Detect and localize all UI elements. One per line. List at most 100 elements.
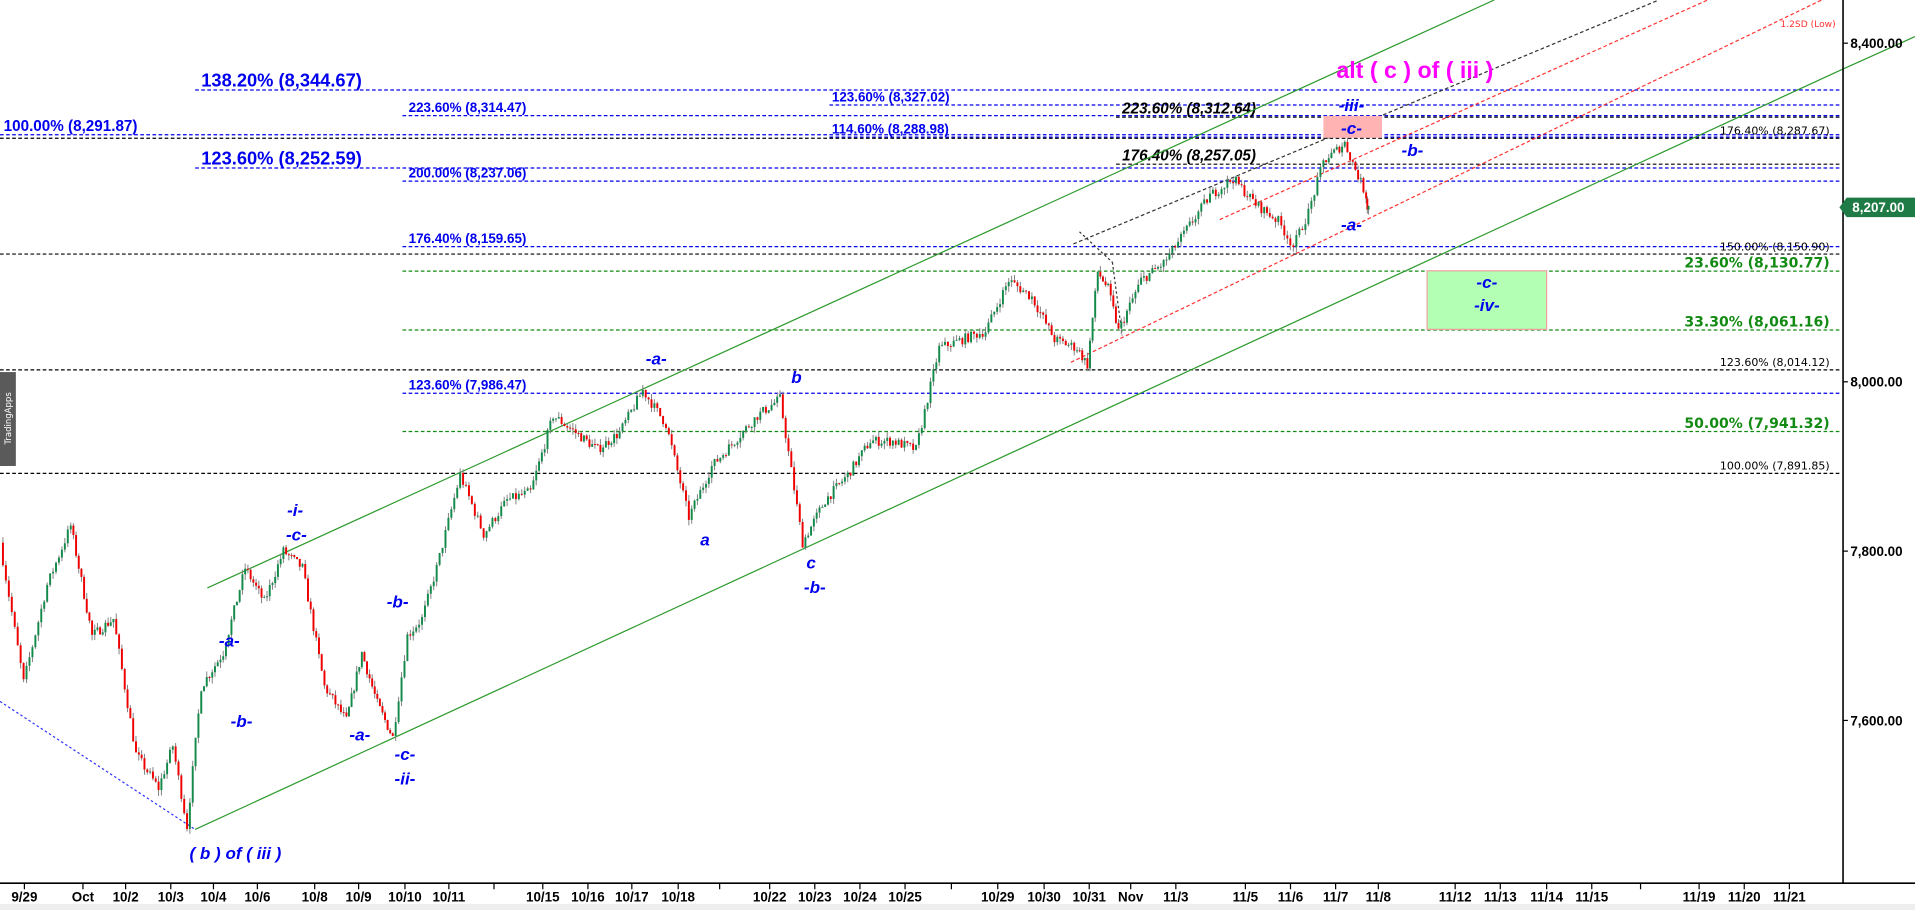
candle (1220, 189, 1223, 195)
candle (915, 444, 918, 450)
time-tick-label: 10/15 (526, 889, 560, 904)
candle (891, 440, 894, 446)
time-tick-label: 10/2 (113, 889, 139, 904)
candle (435, 564, 438, 582)
candle (1226, 179, 1229, 188)
candle (304, 564, 307, 579)
candle (889, 437, 892, 446)
sd-label: 1.2SD (Low) (1780, 20, 1835, 30)
candle (719, 457, 722, 462)
candle (877, 436, 880, 446)
candle (866, 445, 869, 449)
time-tick-label: 11/6 (1278, 889, 1303, 904)
candle (1064, 340, 1067, 346)
candle (906, 441, 909, 443)
candle (476, 515, 479, 517)
candle (60, 549, 63, 558)
candle (19, 645, 22, 664)
tradingapps-side-tab[interactable]: TradingApps (0, 372, 16, 466)
candle (317, 637, 320, 655)
candle (151, 771, 154, 779)
trendline (1219, 0, 1708, 221)
time-tick-label: 10/31 (1072, 889, 1106, 904)
candle (1325, 160, 1328, 163)
candle (621, 423, 624, 432)
candle (1223, 187, 1226, 190)
time-tick-label: 10/30 (1027, 889, 1061, 904)
candle (205, 677, 208, 687)
candle (418, 624, 421, 628)
candle (1200, 203, 1203, 212)
candle (993, 311, 996, 315)
candle (1101, 276, 1104, 282)
candle (1319, 167, 1322, 178)
candle (88, 612, 91, 621)
candle (101, 632, 104, 635)
candle (641, 389, 644, 396)
candle (563, 423, 566, 426)
candle (659, 407, 662, 417)
candle (869, 443, 872, 449)
candle (31, 647, 34, 658)
candle (894, 440, 897, 445)
candle (1214, 189, 1217, 197)
time-axis[interactable]: 9/29 Oct 10/2 10/3 10/4 10/6 10/8 10/9 10/10 10/1… (11, 883, 1806, 904)
candle (1209, 193, 1211, 203)
candle (115, 618, 118, 635)
candle (13, 612, 16, 627)
candle (432, 581, 435, 587)
time-tick-label: 11/3 (1163, 889, 1188, 904)
price-axis[interactable]: 8,400.00 8,000.00 7,800.00 7,600.00 (1843, 36, 1903, 728)
time-tick-label: 10/25 (888, 889, 922, 904)
candle (260, 588, 263, 598)
candle (1081, 350, 1084, 361)
candle (512, 493, 514, 499)
candle (682, 483, 685, 491)
candle (149, 771, 152, 773)
candle (624, 420, 627, 424)
candle (1050, 325, 1053, 336)
wave-c-target-box (1323, 115, 1382, 138)
candle (793, 467, 796, 491)
candle (421, 617, 424, 625)
time-tick-label: 11/5 (1233, 889, 1259, 904)
candle (1177, 241, 1180, 248)
candle (880, 443, 883, 446)
candle (591, 444, 594, 447)
candle (1194, 219, 1197, 223)
candle (323, 670, 326, 686)
candle (1277, 216, 1280, 222)
candle (331, 693, 334, 696)
candle (1061, 338, 1064, 341)
candle (497, 516, 500, 522)
candle (307, 578, 309, 602)
wave-label: a (700, 530, 709, 549)
candle (770, 404, 773, 411)
candle (733, 444, 736, 446)
candle (1292, 245, 1295, 248)
candle (222, 656, 225, 660)
time-tick-label: 10/16 (571, 889, 605, 904)
candle (1313, 195, 1316, 201)
candle (753, 417, 756, 428)
candle (109, 622, 112, 626)
candle (397, 701, 400, 723)
candle (1304, 224, 1307, 230)
candle (1263, 207, 1266, 214)
candle (970, 331, 973, 343)
candle (473, 503, 476, 516)
candle (282, 547, 285, 559)
candle (376, 693, 379, 699)
candle (1007, 282, 1010, 287)
candle (514, 493, 517, 500)
candle (538, 461, 541, 471)
candle (168, 749, 171, 763)
candle (1053, 335, 1056, 343)
candle (818, 507, 821, 513)
candle (441, 547, 444, 554)
candle (727, 444, 730, 456)
time-tick-label: 11/7 (1323, 889, 1348, 904)
candle (1154, 268, 1157, 269)
candle (1271, 216, 1274, 219)
